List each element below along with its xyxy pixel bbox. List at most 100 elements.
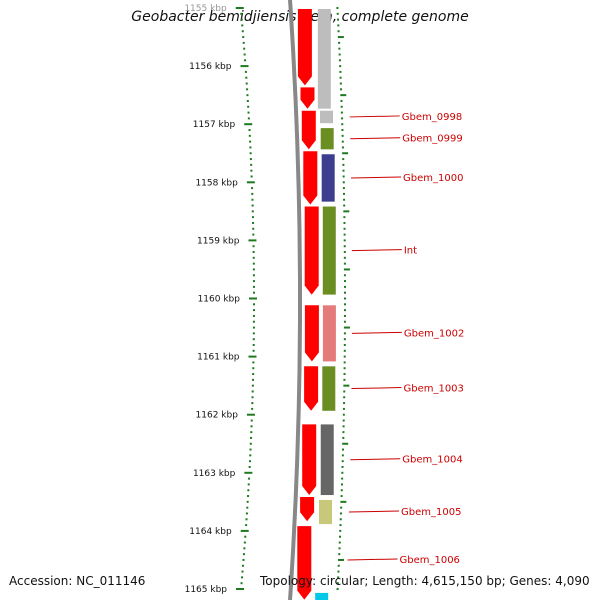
gene-label-leader xyxy=(351,249,402,252)
right-minor-tick xyxy=(342,175,345,178)
minor-tick xyxy=(252,262,255,265)
gene-label: Gbem_0998 xyxy=(402,112,462,123)
right-minor-tick xyxy=(343,402,346,405)
right-minor-tick xyxy=(342,431,345,434)
minor-tick xyxy=(247,489,250,492)
minor-tick xyxy=(250,431,253,434)
minor-tick xyxy=(240,12,243,15)
right-minor-tick xyxy=(339,518,342,521)
right-minor-tick xyxy=(343,262,346,265)
tick-label: 1164 kbp xyxy=(189,527,232,537)
minor-tick xyxy=(252,245,255,248)
minor-tick xyxy=(247,105,250,108)
right-minor-tick xyxy=(339,512,342,515)
right-minor-tick xyxy=(339,82,342,85)
right-minor-tick xyxy=(343,280,346,283)
right-minor-tick xyxy=(341,129,344,132)
gene-label-leader xyxy=(349,115,400,118)
minor-tick xyxy=(252,274,255,277)
gene-label: Gbem_1000 xyxy=(403,173,463,184)
forward-cds-arrow xyxy=(304,305,319,362)
gene-box xyxy=(322,305,336,362)
gene-label-leader xyxy=(350,458,401,461)
right-minor-tick xyxy=(338,53,341,56)
minor-tick xyxy=(251,396,254,399)
minor-tick xyxy=(251,384,254,387)
right-minor-tick xyxy=(337,30,340,33)
minor-tick xyxy=(244,59,247,62)
minor-tick xyxy=(245,76,248,79)
minor-tick xyxy=(251,402,254,405)
right-minor-tick xyxy=(343,216,346,219)
gene-label-leader xyxy=(351,387,402,390)
gene-label-leader xyxy=(350,137,401,140)
gene-labels: Gbem_0998 Gbem_0999 Gbem_1000 Int Gbem_1002 G… xyxy=(347,112,464,566)
minor-tick xyxy=(252,332,255,335)
minor-tick xyxy=(245,82,248,85)
forward-cds-arrow xyxy=(300,497,315,522)
right-minor-tick xyxy=(343,320,346,323)
minor-tick xyxy=(248,460,251,463)
forward-cds-arrow xyxy=(304,366,319,411)
tick-label: 1162 kbp xyxy=(196,411,239,421)
genome-stats-text: Topology: circular; Length: 4,615,150 bp… xyxy=(260,574,590,588)
right-minor-tick xyxy=(342,192,345,195)
minor-tick xyxy=(252,291,255,294)
right-minor-tick xyxy=(336,12,339,15)
gene-label-leader xyxy=(351,331,402,334)
minor-tick xyxy=(243,47,246,50)
right-minor-tick xyxy=(343,309,346,312)
minor-tick xyxy=(240,582,243,585)
right-minor-tick xyxy=(341,477,344,480)
minor-tick xyxy=(252,367,255,370)
minor-tick xyxy=(243,53,246,56)
right-minor-tick xyxy=(337,18,340,21)
right-minor-tick xyxy=(342,448,345,451)
minor-tick xyxy=(252,320,255,323)
minor-tick xyxy=(246,500,249,503)
minor-tick xyxy=(241,570,244,573)
right-minor-tick xyxy=(338,541,341,544)
minor-tick xyxy=(252,285,255,288)
right-minor-tick xyxy=(340,495,343,498)
minor-tick xyxy=(250,425,253,428)
right-minor-tick xyxy=(338,59,341,62)
gene-box xyxy=(319,499,333,525)
minor-tick xyxy=(249,454,252,457)
minor-tick xyxy=(252,309,255,312)
minor-tick xyxy=(243,541,246,544)
right-minor-tick xyxy=(342,158,345,161)
minor-tick xyxy=(250,419,253,422)
right-minor-tick xyxy=(339,70,342,73)
right-minor-tick xyxy=(338,41,341,44)
right-minor-tick xyxy=(342,169,345,172)
right-minor-tick xyxy=(341,117,344,120)
right-minor-tick xyxy=(343,396,346,399)
right-minor-tick xyxy=(336,582,339,585)
minor-tick xyxy=(251,407,254,410)
gene-label: Int xyxy=(404,246,417,257)
minor-tick xyxy=(247,117,250,120)
tick-label: 1163 kbp xyxy=(193,469,236,479)
right-minor-tick xyxy=(343,297,346,300)
minor-tick xyxy=(252,343,255,346)
tick-label: 1165 kbp xyxy=(185,585,228,595)
gene-box xyxy=(320,128,334,150)
right-minor-tick xyxy=(343,349,346,352)
gene-label: Gbem_1005 xyxy=(401,507,461,518)
right-minor-tick xyxy=(338,47,341,50)
gene-label: Gbem_1003 xyxy=(403,384,463,395)
right-minor-tick xyxy=(341,471,344,474)
minor-tick xyxy=(252,233,255,236)
right-minor-tick xyxy=(339,65,342,68)
right-minor-tick xyxy=(337,576,340,579)
tick-label: 1157 kbp xyxy=(193,120,236,130)
right-minor-tick xyxy=(343,361,346,364)
right-minor-tick xyxy=(343,256,346,259)
gene-box xyxy=(321,154,335,202)
right-minor-tick xyxy=(343,338,346,341)
right-minor-tick xyxy=(338,553,341,556)
accession-text: Accession: NC_011146 xyxy=(9,574,146,588)
right-minor-tick xyxy=(340,99,343,102)
minor-tick xyxy=(251,187,254,190)
